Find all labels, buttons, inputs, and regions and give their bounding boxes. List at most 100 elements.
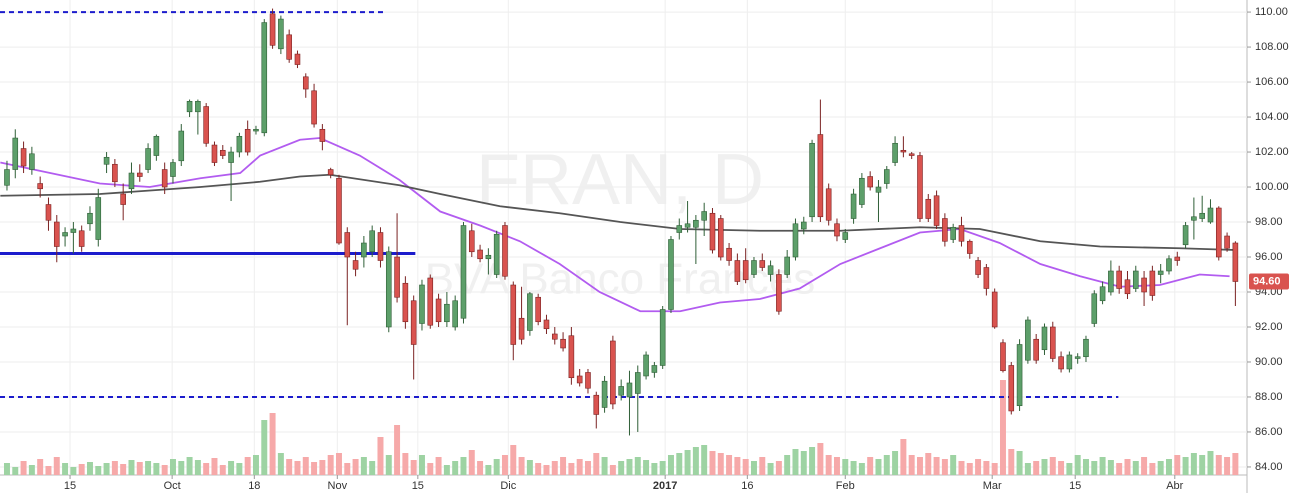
volume-bar: [311, 462, 318, 475]
volume-bar: [825, 455, 832, 475]
candle-body: [925, 198, 932, 219]
watermark-subtitle: BVA Banco Frances: [425, 255, 816, 304]
candle-body: [70, 228, 77, 233]
volume-bar: [86, 462, 93, 475]
candle-body: [1008, 365, 1015, 412]
volume-bar: [377, 437, 384, 475]
candle-body: [178, 130, 185, 162]
volume-bar: [667, 455, 674, 475]
volume-bar: [576, 459, 583, 475]
last-price-label: 94.60: [1253, 275, 1281, 287]
candle-body: [112, 163, 118, 183]
candle-body: [1033, 338, 1039, 361]
candle-body: [817, 134, 824, 218]
candle-body: [1224, 235, 1230, 249]
volume-bar: [701, 445, 708, 475]
volume-bar: [261, 420, 268, 475]
candle-body: [742, 260, 749, 281]
candle-body: [917, 155, 923, 219]
candle-body: [460, 225, 467, 319]
candle-body: [684, 223, 691, 228]
volume-bar: [975, 459, 982, 475]
candle-body: [136, 172, 143, 177]
candle-body: [1191, 216, 1197, 221]
volume-bar: [817, 443, 824, 475]
x-tick-label: 2017: [653, 480, 677, 492]
candle-body: [1207, 207, 1214, 223]
volume-bar: [584, 461, 591, 475]
candle-body: [452, 300, 458, 328]
candle-body: [601, 380, 608, 408]
candle-body: [444, 303, 450, 323]
volume-bar: [742, 459, 749, 475]
candle-body: [12, 137, 19, 170]
volume-bar: [485, 465, 492, 475]
volume-bar: [568, 463, 575, 475]
volume-bar: [219, 465, 226, 475]
candle-body: [776, 274, 782, 312]
candle-body: [311, 90, 317, 125]
candle-body: [1124, 279, 1131, 295]
volume-bar: [809, 447, 816, 475]
candle-body: [20, 148, 27, 167]
volume-bar: [850, 461, 857, 475]
candle-body: [1232, 242, 1239, 282]
candle-body: [668, 239, 674, 310]
volume-bar: [468, 450, 475, 475]
volume-bar: [958, 461, 965, 475]
candle-body: [626, 382, 633, 398]
candle-body: [784, 256, 790, 275]
x-tick-label: Feb: [836, 480, 855, 492]
volume-bar: [535, 463, 542, 475]
volume-bar: [493, 459, 500, 475]
volume-bar: [236, 463, 243, 475]
candle-body: [1108, 270, 1114, 293]
volume-bar: [709, 451, 716, 475]
candle-body: [867, 176, 873, 188]
candle-body: [933, 195, 940, 226]
volume-bar: [1024, 463, 1031, 475]
volume-bar: [427, 463, 434, 475]
candle-body: [186, 100, 193, 113]
candle-body: [1099, 286, 1106, 302]
volume-bar: [833, 457, 840, 475]
candle-body: [344, 232, 351, 258]
volume-bar: [1190, 453, 1197, 475]
candle-body: [502, 225, 508, 277]
volume-bar: [543, 465, 550, 475]
candle-body: [560, 338, 566, 349]
volume-bar: [1082, 459, 1089, 475]
volume-bar: [53, 457, 60, 475]
candle-body: [551, 333, 558, 340]
volume-bar: [1099, 457, 1106, 475]
volume-bar: [726, 455, 733, 475]
volume-bar: [1157, 461, 1164, 475]
volume-bar: [1224, 457, 1231, 475]
candle-body: [352, 260, 359, 270]
volume-bar: [900, 439, 907, 475]
candle-body: [809, 142, 815, 218]
candle-body: [535, 296, 541, 323]
volume-bar: [883, 455, 890, 475]
candle-body: [203, 106, 209, 144]
volume-bar: [1041, 459, 1048, 475]
y-tick-label: 106.00: [1255, 76, 1289, 88]
volume-bar: [933, 457, 940, 475]
candle-body: [717, 218, 724, 258]
candle-body: [219, 149, 226, 156]
y-tick-label: 100.00: [1255, 181, 1289, 193]
candle-body: [278, 18, 284, 50]
volume-bar: [145, 461, 152, 475]
volume-bar: [385, 455, 392, 475]
volume-bar: [20, 461, 27, 475]
volume-bar: [1199, 455, 1206, 475]
candle-body: [161, 169, 168, 188]
candle-body: [859, 177, 865, 205]
y-tick-label: 96.00: [1255, 251, 1283, 263]
candle-body: [419, 284, 425, 324]
candle-body: [1049, 326, 1056, 359]
volume-bar: [1182, 457, 1189, 475]
volume-bar: [45, 466, 52, 475]
candle-body: [211, 144, 218, 163]
candle-body: [327, 169, 334, 176]
